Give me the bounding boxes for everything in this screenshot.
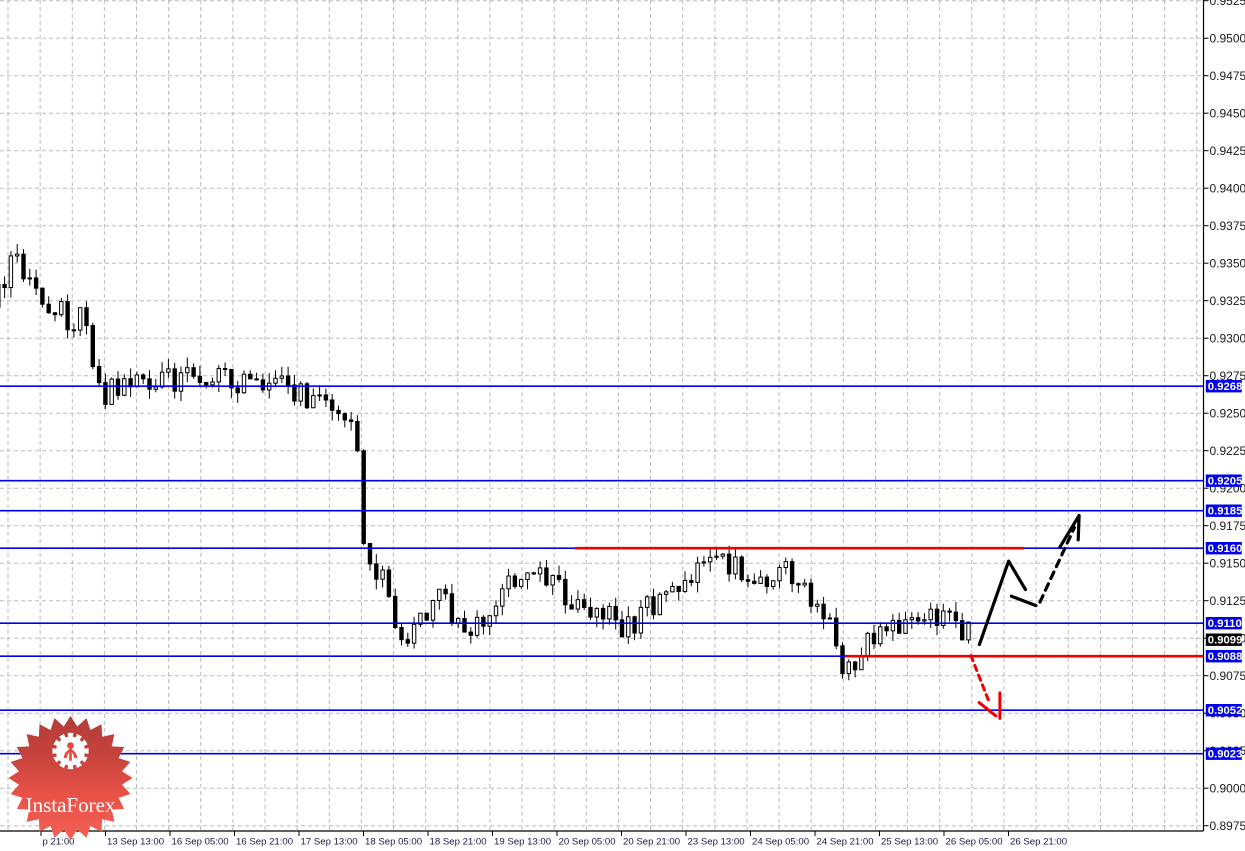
svg-text:0.9205: 0.9205: [1208, 476, 1243, 488]
svg-text:24 Sep 21:00: 24 Sep 21:00: [817, 837, 874, 848]
svg-text:16 Sep 21:00: 16 Sep 21:00: [236, 837, 293, 848]
svg-text:0.9350: 0.9350: [1210, 256, 1245, 270]
svg-text:26 Sep 05:00: 26 Sep 05:00: [946, 837, 1003, 848]
svg-text:0.9110: 0.9110: [1208, 618, 1242, 630]
svg-text:0.9425: 0.9425: [1210, 144, 1245, 158]
svg-text:17 Sep 13:00: 17 Sep 13:00: [301, 837, 358, 848]
svg-text:0.9250: 0.9250: [1210, 406, 1245, 420]
svg-text:0.8975: 0.8975: [1210, 819, 1245, 833]
svg-text:19 Sep 13:00: 19 Sep 13:00: [494, 837, 551, 848]
svg-text:0.9175: 0.9175: [1210, 519, 1245, 533]
svg-text:0.9099: 0.9099: [1208, 635, 1243, 647]
svg-text:13 Sep 13:00: 13 Sep 13:00: [107, 837, 164, 848]
svg-text:0.9375: 0.9375: [1210, 219, 1245, 233]
svg-text:0.9450: 0.9450: [1210, 106, 1245, 120]
svg-text:0.9160: 0.9160: [1208, 543, 1243, 555]
svg-text:0.9525: 0.9525: [1210, 0, 1245, 8]
svg-text:26 Sep 21:00: 26 Sep 21:00: [1010, 837, 1067, 848]
svg-text:0.9052: 0.9052: [1208, 705, 1243, 717]
svg-text:0.9268: 0.9268: [1208, 381, 1243, 393]
svg-text:25 Sep 13:00: 25 Sep 13:00: [881, 837, 938, 848]
svg-text:16 Sep 05:00: 16 Sep 05:00: [172, 837, 229, 848]
svg-text:0.9075: 0.9075: [1210, 669, 1245, 683]
svg-text:0.9225: 0.9225: [1210, 444, 1245, 458]
svg-text:InstaForex: InstaForex: [26, 793, 116, 817]
svg-text:20 Sep 21:00: 20 Sep 21:00: [623, 837, 680, 848]
svg-text:0.9000: 0.9000: [1210, 781, 1245, 795]
svg-text:0.9300: 0.9300: [1210, 331, 1245, 345]
svg-text:0.9088: 0.9088: [1208, 651, 1243, 663]
svg-text:0.9150: 0.9150: [1210, 556, 1245, 570]
svg-text:0.9185: 0.9185: [1208, 506, 1243, 518]
svg-text:20 Sep 05:00: 20 Sep 05:00: [559, 837, 616, 848]
svg-text:0.9023: 0.9023: [1208, 749, 1243, 761]
svg-text:0.9125: 0.9125: [1210, 594, 1245, 608]
svg-text:18 Sep 21:00: 18 Sep 21:00: [430, 837, 487, 848]
svg-text:23 Sep 13:00: 23 Sep 13:00: [688, 837, 745, 848]
svg-text:18 Sep 05:00: 18 Sep 05:00: [365, 837, 422, 848]
svg-text:0.9400: 0.9400: [1210, 181, 1245, 195]
svg-text:0.9500: 0.9500: [1210, 31, 1245, 45]
svg-text:0.9325: 0.9325: [1210, 294, 1245, 308]
svg-text:0.9475: 0.9475: [1210, 69, 1245, 83]
svg-text:24 Sep 05:00: 24 Sep 05:00: [752, 837, 809, 848]
